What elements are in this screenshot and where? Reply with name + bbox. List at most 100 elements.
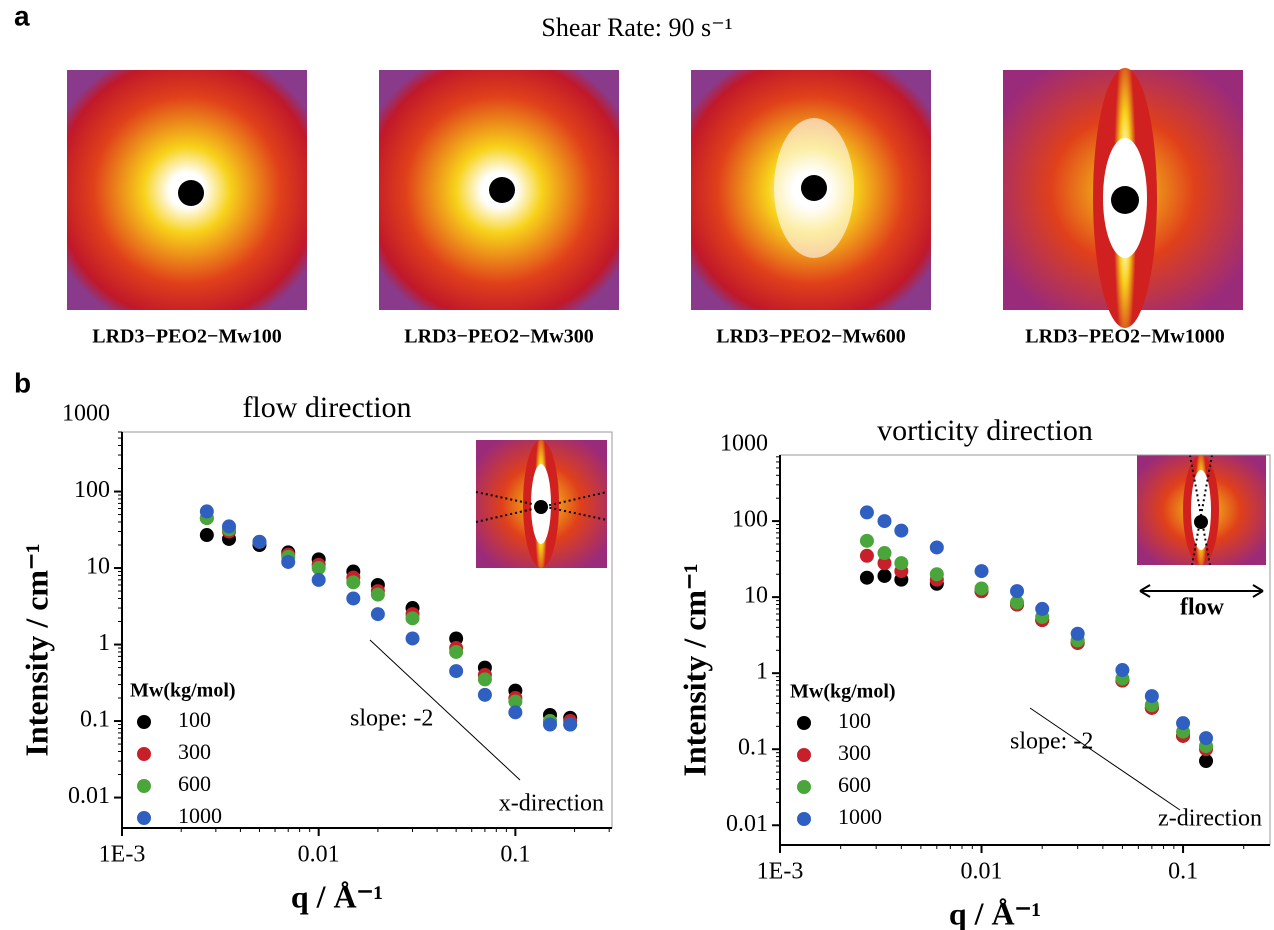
panel-label: a — [14, 0, 30, 31]
x-tick-label: 1E-3 — [99, 842, 146, 868]
scattering-images — [67, 68, 1243, 328]
data-point — [449, 644, 464, 659]
y-tick-label: 0.01 — [726, 811, 768, 837]
legend-label: 1000 — [178, 803, 222, 828]
data-point — [311, 561, 326, 576]
data-point — [1176, 716, 1191, 731]
legend-marker — [797, 748, 811, 762]
data-point — [974, 564, 989, 579]
data-point — [877, 514, 892, 529]
legend-marker — [137, 779, 151, 793]
inset — [1137, 454, 1266, 598]
data-point — [311, 572, 326, 587]
x-tick-label: 0.1 — [500, 842, 530, 868]
data-point — [1115, 663, 1130, 678]
legend-label: 300 — [178, 739, 211, 764]
data-point — [1070, 626, 1085, 641]
legend-label: 100 — [838, 708, 871, 733]
chart-title: flow direction — [242, 391, 411, 424]
y-tick-label: 0.01 — [68, 783, 110, 809]
data-point — [877, 568, 892, 583]
legend-marker — [137, 715, 151, 729]
data-point — [929, 540, 944, 555]
y-tick-label: 1 — [98, 630, 110, 656]
image-label: LRD3−PEO2−Mw100 — [92, 326, 281, 348]
data-point — [477, 687, 492, 702]
x-tick-label: 0.01 — [298, 842, 340, 868]
y-tick-label: 1 — [756, 659, 768, 685]
data-point — [508, 705, 523, 720]
x-tick-label: 0.01 — [961, 859, 1003, 885]
image-label: LRD3−PEO2−Mw600 — [716, 326, 905, 348]
chart-title: vorticity direction — [877, 414, 1093, 447]
data-point — [542, 717, 557, 732]
x-axis-label: q / Å⁻¹ — [949, 895, 1041, 930]
legend-label: 1000 — [838, 804, 882, 829]
legend-marker — [797, 716, 811, 730]
data-point — [1199, 731, 1214, 746]
data-point — [859, 533, 874, 548]
slope-line — [1029, 707, 1181, 811]
data-point — [346, 591, 361, 606]
y-tick-label: 10 — [744, 583, 768, 609]
inset — [475, 440, 608, 568]
data-point — [1199, 753, 1214, 768]
data-point — [477, 672, 492, 687]
data-point — [877, 556, 892, 571]
legend-title: Mw(kg/mol) — [130, 680, 236, 702]
data-point — [1035, 601, 1050, 616]
data-point — [859, 548, 874, 563]
legend-marker — [137, 811, 151, 825]
legend-label: 600 — [838, 772, 871, 797]
image-label: LRD3−PEO2−Mw1000 — [1025, 326, 1224, 348]
data-point — [199, 504, 214, 519]
y-tick-label: 1000 — [62, 401, 110, 427]
y-tick-label: 10 — [86, 554, 110, 580]
annotation: slope: -2 — [350, 706, 433, 732]
annotation: z-direction — [1158, 806, 1262, 832]
data-point — [1144, 689, 1159, 704]
legend-label: 100 — [178, 707, 211, 732]
data-point — [508, 694, 523, 709]
image-label: LRD3−PEO2−Mw300 — [404, 326, 593, 348]
data-point — [370, 587, 385, 602]
panel-label: b — [14, 367, 31, 398]
data-point — [1010, 595, 1025, 610]
data-point — [199, 528, 214, 543]
data-point — [894, 523, 909, 538]
legend-label: 300 — [838, 740, 871, 765]
data-point — [449, 664, 464, 679]
y-tick-label: 1000 — [720, 431, 768, 457]
data-point — [1010, 584, 1025, 599]
legend-marker — [797, 812, 811, 826]
data-point — [877, 546, 892, 561]
legend-label: 600 — [178, 771, 211, 796]
y-tick-label: 100 — [732, 507, 768, 533]
data-point — [859, 505, 874, 520]
data-point — [563, 717, 578, 732]
x-tick-label: 0.1 — [1168, 859, 1198, 885]
data-point — [405, 611, 420, 626]
inset-label: flow — [1180, 595, 1225, 621]
y-axis-label: Intensity / cm⁻¹ — [18, 543, 54, 756]
annotation: x-direction — [499, 791, 604, 817]
slope-line — [369, 639, 521, 781]
data-point — [346, 575, 361, 590]
data-point — [859, 570, 874, 585]
data-point — [974, 581, 989, 596]
y-tick-label: 0.1 — [738, 735, 768, 761]
data-point — [370, 607, 385, 622]
annotation: slope: -2 — [1010, 729, 1093, 755]
legend-marker — [797, 780, 811, 794]
data-point — [405, 631, 420, 646]
y-tick-label: 100 — [74, 477, 110, 503]
data-point — [281, 554, 296, 569]
panel-title: Shear Rate: 90 s⁻¹ — [541, 13, 732, 42]
y-tick-label: 0.1 — [80, 707, 110, 733]
x-axis-label: q / Å⁻¹ — [291, 878, 383, 914]
data-point — [929, 567, 944, 582]
legend-title: Mw(kg/mol) — [790, 681, 896, 703]
data-point — [222, 519, 237, 534]
y-axis-label: Intensity / cm⁻¹ — [676, 563, 712, 776]
